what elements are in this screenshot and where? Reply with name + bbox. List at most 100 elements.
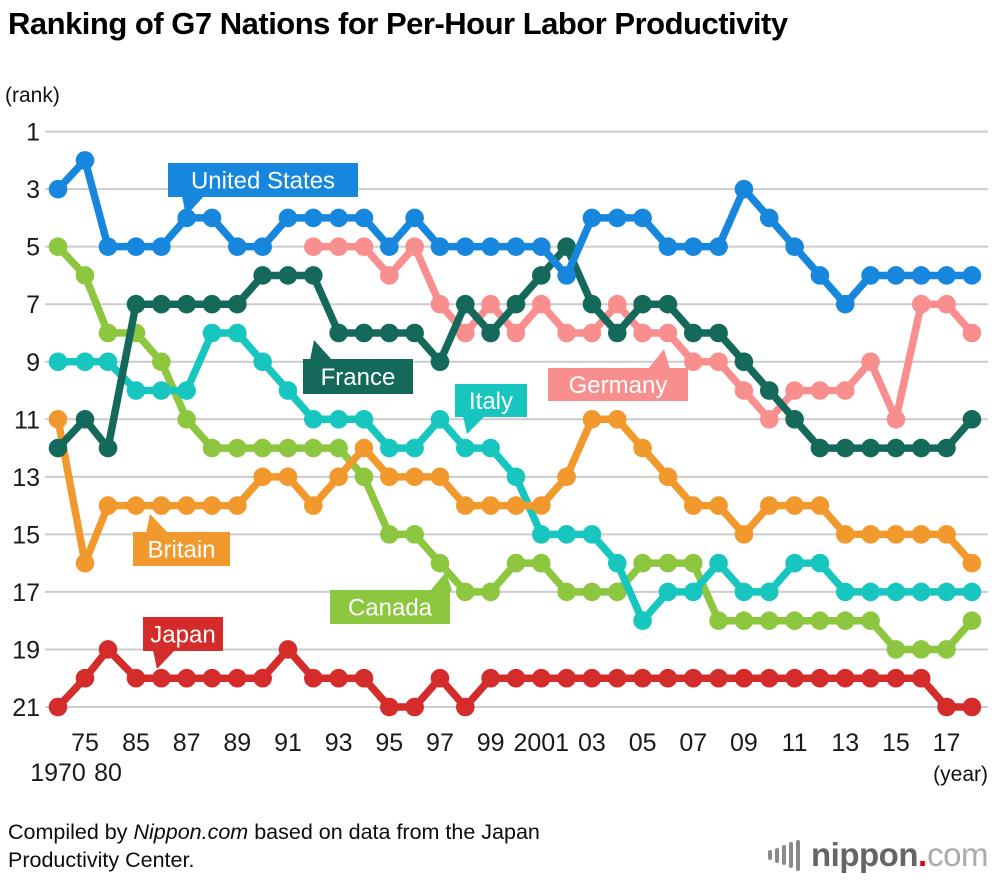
series-point-germany [531,294,551,314]
series-point-italy [228,323,247,343]
series-point-italy [785,553,804,573]
series-point-france [658,294,678,314]
soundwave-icon [768,839,803,871]
series-point-canada [937,640,956,659]
y-tick-13: 13 [12,464,40,492]
series-point-germany [886,410,906,429]
series-label-tail-britain [146,514,168,533]
series-point-germany [405,237,424,256]
x-tick-91: 91 [274,729,302,757]
series-point-italy [582,525,602,544]
x-tick-15: 15 [882,729,910,757]
series-point-france [835,438,855,458]
series-point-germany [607,294,627,314]
series-point-united-states [962,266,982,285]
series-point-france [607,323,627,343]
series-point-canada [962,611,982,630]
series-point-britain [202,496,222,515]
series-point-united-states [759,208,779,228]
series-point-united-states [531,237,551,256]
series-point-britain [810,496,830,515]
series-label-box-germany [548,368,688,401]
series-point-france [98,438,118,458]
y-tick-21: 21 [12,694,40,722]
series-point-united-states [152,237,171,256]
series-point-canada [785,611,804,630]
series-point-canada [481,582,500,602]
x-tick-87: 87 [173,729,201,757]
series-point-japan [658,668,678,688]
series-label-box-italy [455,384,527,417]
series-point-canada [329,438,348,458]
series-point-united-states [557,266,576,285]
series-point-canada [177,410,196,429]
series-point-germany [810,381,830,400]
series-point-italy [911,582,931,602]
series-point-britain [683,496,703,515]
series-point-italy [835,582,855,602]
series-point-canada [380,525,399,544]
series-point-france [304,266,323,285]
y-tick-3: 3 [26,176,40,204]
series-point-italy [607,553,627,573]
x-tick-85: 85 [122,729,150,757]
series-point-united-states [506,237,526,256]
series-point-united-states [835,294,855,314]
series-point-france [937,438,956,458]
series-point-united-states [126,237,146,256]
series-point-japan [202,668,222,688]
series-point-united-states [354,208,374,228]
series-point-france [962,410,982,429]
series-point-britain [152,496,171,515]
series-point-italy [98,352,118,372]
y-axis-unit-label: (rank) [5,84,60,107]
series-point-britain [228,496,247,515]
x-tick-1970: 1970 [30,759,86,787]
series-point-france [481,323,500,343]
x-tick-2001: 2001 [513,729,569,757]
y-tick-5: 5 [26,234,40,262]
series-point-britain [734,525,754,544]
series-point-france [886,438,906,458]
series-label-france: France [321,364,396,391]
series-point-italy [278,381,298,400]
series-point-canada [886,640,906,659]
series-point-united-states [709,237,728,256]
y-tick-11: 11 [14,406,40,434]
series-label-italy: Italy [469,388,513,415]
series-point-italy [709,553,728,573]
series-point-germany [835,381,855,400]
series-point-canada [759,611,779,630]
series-point-britain [759,496,779,515]
series-point-britain [785,496,804,515]
series-point-france [759,381,779,400]
series-point-japan [709,668,728,688]
x-tick-07: 07 [679,729,707,757]
series-point-britain [962,553,982,573]
series-point-japan [861,668,880,688]
series-point-united-states [380,237,399,256]
soundwave-bar [775,847,780,863]
series-point-france [405,323,424,343]
page-title: Ranking of G7 Nations for Per-Hour Labor… [8,6,788,41]
series-point-japan [354,668,374,688]
series-point-germany [481,294,500,314]
x-tick-05: 05 [629,729,657,757]
series-label-box-britain [133,532,230,566]
x-tick-99: 99 [477,729,505,757]
series-point-united-states [481,237,500,256]
series-point-germany [962,323,982,343]
series-point-united-states [658,237,678,256]
series-point-italy [734,582,754,602]
series-point-united-states [177,208,196,228]
x-tick-89: 89 [223,729,251,757]
series-point-japan [886,668,906,688]
series-point-germany [304,237,323,256]
series-point-japan [278,640,298,659]
series-point-canada [557,582,576,602]
series-point-britain [582,410,602,429]
series-point-japan [911,668,931,688]
series-point-britain [405,467,424,487]
series-point-italy [810,553,830,573]
